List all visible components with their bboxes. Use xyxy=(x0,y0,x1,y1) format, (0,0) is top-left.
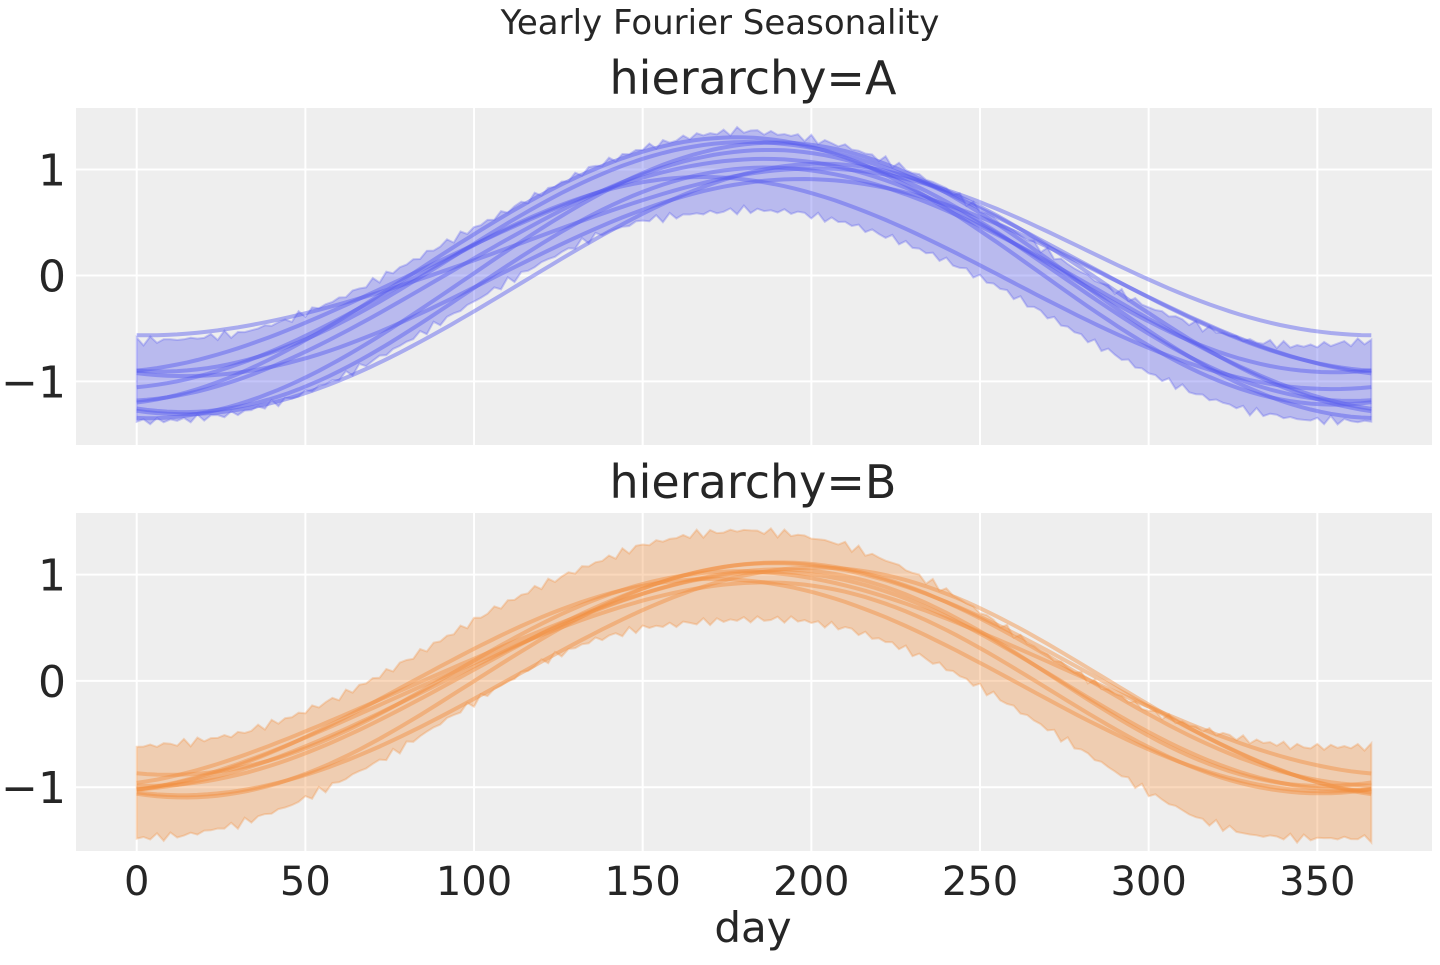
x-tick-label: 300 xyxy=(1110,859,1186,905)
sample-line-a-9 xyxy=(136,166,1372,338)
uncertainty-band-a xyxy=(135,125,1373,426)
sample-line-a-8 xyxy=(136,174,1372,392)
x-axis-label: day xyxy=(714,903,791,952)
panel-hierarchy-b: hierarchy=B −1 0 1 0 50 100 150 200 250 300 350 xyxy=(1,455,1432,905)
x-tick-label: 0 xyxy=(124,859,149,905)
sample-line-b-1 xyxy=(136,569,1372,792)
sample-line-b-8 xyxy=(136,567,1372,789)
sample-line-b-3 xyxy=(136,580,1372,796)
y-tick-label: 1 xyxy=(38,551,66,602)
sample-line-a-10 xyxy=(136,161,1372,417)
sample-line-b-7 xyxy=(136,565,1372,798)
panel-hierarchy-a: hierarchy=A −1 0 1 xyxy=(1,51,1432,445)
plot-area-b xyxy=(76,513,1432,851)
y-tick-label: 1 xyxy=(38,145,66,196)
sample-line-a-4 xyxy=(136,165,1372,415)
x-tick-label: 250 xyxy=(942,859,1018,905)
sample-line-b-5 xyxy=(136,576,1372,794)
sample-line-b-4 xyxy=(136,561,1372,800)
sample-line-b-2 xyxy=(136,560,1372,788)
plot-area-a xyxy=(76,108,1432,445)
x-tick-label: 150 xyxy=(605,859,681,905)
y-tick-label: −1 xyxy=(1,763,66,814)
sample-line-a-2 xyxy=(136,140,1372,421)
sample-line-a-7 xyxy=(136,135,1372,407)
x-tick-label: 200 xyxy=(773,859,849,905)
sample-line-a-6 xyxy=(136,176,1372,379)
y-tick-label: 0 xyxy=(38,251,66,302)
panel-title-b: hierarchy=B xyxy=(609,455,896,509)
x-tick-label: 50 xyxy=(280,859,331,905)
y-tick-label: 0 xyxy=(38,657,66,708)
x-tick-label: 100 xyxy=(436,859,512,905)
y-tick-label: −1 xyxy=(1,357,66,408)
figure-title: Yearly Fourier Seasonality xyxy=(500,3,940,43)
sample-line-a-3 xyxy=(136,156,1372,375)
panel-title-a: hierarchy=A xyxy=(610,51,897,105)
sample-line-a-1 xyxy=(136,148,1372,403)
sample-line-b-6 xyxy=(136,569,1372,777)
sample-line-a-5 xyxy=(136,139,1372,374)
uncertainty-band-b xyxy=(135,526,1373,846)
x-tick-label: 350 xyxy=(1279,859,1355,905)
